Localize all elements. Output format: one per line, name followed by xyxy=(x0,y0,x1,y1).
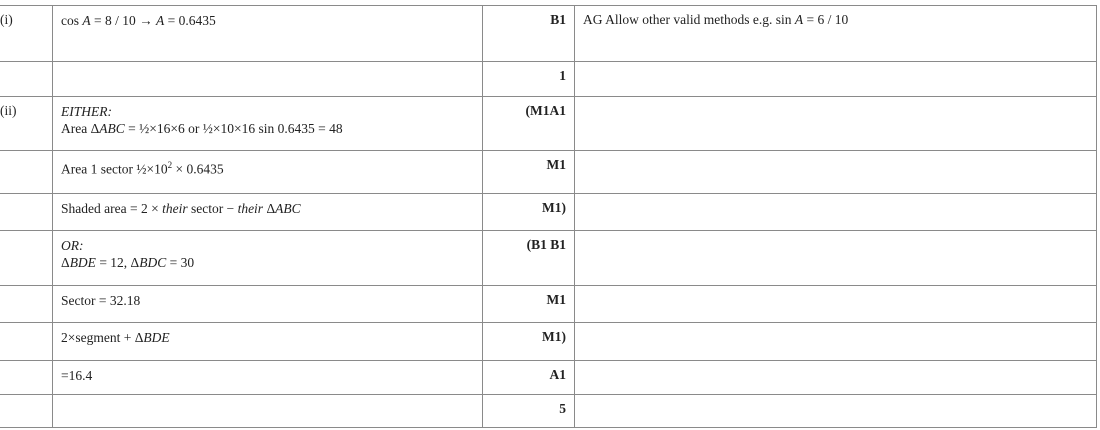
math-segment: 2 xyxy=(167,160,173,170)
marks-cell: A1 xyxy=(482,361,574,394)
answer-line: Shaded area = 2 × their sector − their Δ… xyxy=(61,200,482,217)
guidance-cell xyxy=(574,361,1097,394)
answer-line: Area ΔABC = ½×16×6 or ½×10×16 sin 0.6435… xyxy=(61,120,482,137)
math-segment: BDE xyxy=(69,255,96,270)
guidance-cell xyxy=(574,151,1097,193)
answer-cell: OR: ΔBDE = 12, ΔBDC = 30 xyxy=(52,231,482,285)
math-segment: Sector = 32.18 xyxy=(61,293,141,308)
answer-line: OR: xyxy=(61,237,482,254)
table-row: 1 xyxy=(0,61,1097,96)
math-segment: Shaded area = 2 × xyxy=(61,201,163,216)
answer-cell xyxy=(52,395,482,427)
answer-line: Sector = 32.18 xyxy=(61,292,482,309)
math-segment: Δ xyxy=(61,255,70,270)
table-row: OR: ΔBDE = 12, ΔBDC = 30 (B1 B1 xyxy=(0,230,1097,285)
answer-cell: Sector = 32.18 xyxy=(52,286,482,322)
answer-line: 2×segment + ΔBDE xyxy=(61,329,482,346)
guidance-cell xyxy=(574,286,1097,322)
guidance-cell xyxy=(574,194,1097,230)
guidance-cell xyxy=(574,323,1097,360)
guidance-cell xyxy=(574,62,1097,96)
math-segment: = 6 / 10 xyxy=(803,12,849,27)
table-row: Sector = 32.18 M1 xyxy=(0,285,1097,322)
answer-cell: cos A = 8 / 10 → A = 0.6435 xyxy=(52,6,482,61)
math-segment: A xyxy=(82,13,91,28)
table-row: =16.4 A1 xyxy=(0,360,1097,394)
math-segment: ABC xyxy=(275,201,301,216)
math-segment: OR: xyxy=(61,238,84,253)
math-segment: ABC xyxy=(99,121,125,136)
question-part-label: (i) xyxy=(0,12,13,27)
marks-cell: M1 xyxy=(482,286,574,322)
math-segment: Area 1 sector ½×10 xyxy=(61,161,168,177)
math-segment: = 8 / 10 → xyxy=(90,13,156,28)
math-segment: Δ xyxy=(263,201,276,216)
guidance-cell xyxy=(574,395,1097,427)
answer-cell: 2×segment + ΔBDE xyxy=(52,323,482,360)
math-segment: cos xyxy=(61,13,83,28)
math-segment: their xyxy=(162,201,188,216)
marks-cell: M1) xyxy=(482,323,574,360)
math-segment: AG Allow other valid methods e.g. sin xyxy=(583,12,795,27)
math-segment: A xyxy=(794,12,804,27)
table-row: 2×segment + ΔBDE M1) xyxy=(0,322,1097,360)
math-segment: BDC xyxy=(139,255,167,270)
answer-cell: Area 1 sector ½×102 × 0.6435 xyxy=(52,151,482,193)
answer-line: =16.4 xyxy=(61,367,482,384)
marks-cell: 1 xyxy=(482,62,574,96)
table-row: (ii) EITHER: Area ΔABC = ½×16×6 or ½×10×16… xyxy=(0,96,1097,150)
math-segment: A xyxy=(156,13,165,28)
marks-cell: (M1A1 xyxy=(482,97,574,150)
answer-cell: =16.4 xyxy=(52,361,482,394)
answer-cell: Shaded area = 2 × their sector − their Δ… xyxy=(52,194,482,230)
question-part-label: (ii) xyxy=(0,103,17,118)
marks-cell: (B1 B1 xyxy=(482,231,574,285)
math-segment: Area Δ xyxy=(61,121,100,136)
math-segment: their xyxy=(237,201,264,216)
marks-cell: M1) xyxy=(482,194,574,230)
guidance-cell xyxy=(574,231,1097,285)
answer-line: ΔBDE = 12, ΔBDC = 30 xyxy=(61,254,482,271)
marks-cell: M1 xyxy=(482,151,574,193)
guidance-cell xyxy=(574,97,1097,150)
math-segment: sector − xyxy=(187,201,238,216)
math-segment: BDE xyxy=(143,330,170,345)
math-segment: = 30 xyxy=(166,255,195,270)
math-segment: × 0.6435 xyxy=(172,161,224,177)
table-row: (i) cos A = 8 / 10 → A = 0.6435 B1 AG Allow… xyxy=(0,5,1097,61)
answer-line: Area 1 sector ½×102 × 0.6435 xyxy=(61,157,482,178)
table-row: Shaded area = 2 × their sector − their Δ… xyxy=(0,193,1097,230)
marks-cell: 5 xyxy=(482,395,574,427)
answer-cell xyxy=(52,62,482,96)
table-row: 5 xyxy=(0,394,1097,428)
table-row: Area 1 sector ½×102 × 0.6435 M1 xyxy=(0,150,1097,193)
math-segment: =16.4 xyxy=(61,368,93,383)
answer-line: cos A = 8 / 10 → A = 0.6435 xyxy=(61,12,482,29)
marks-cell: B1 xyxy=(482,6,574,61)
math-segment: EITHER: xyxy=(61,104,112,119)
math-segment: = ½×16×6 or ½×10×16 sin 0.6435 = 48 xyxy=(124,121,343,136)
answer-line: EITHER: xyxy=(61,103,482,120)
mark-scheme-table: (i) cos A = 8 / 10 → A = 0.6435 B1 AG Allow… xyxy=(0,5,1097,428)
math-segment: = 0.6435 xyxy=(164,13,216,28)
answer-cell: EITHER: Area ΔABC = ½×16×6 or ½×10×16 sin… xyxy=(52,97,482,150)
guidance-cell: AG Allow other valid methods e.g. sin A … xyxy=(574,6,1097,61)
math-segment: = 12, Δ xyxy=(95,255,140,270)
math-segment: 2×segment + Δ xyxy=(61,330,144,345)
